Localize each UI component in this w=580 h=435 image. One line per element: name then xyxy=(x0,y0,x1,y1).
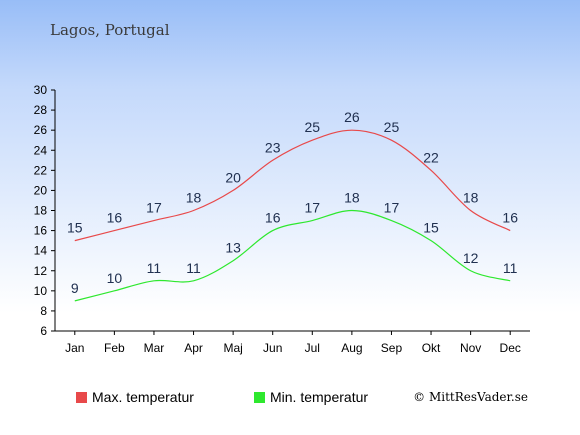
data-label-max: 25 xyxy=(384,119,400,135)
y-tick-label: 8 xyxy=(40,304,47,318)
y-tick-label: 30 xyxy=(34,83,48,97)
y-tick-label: 24 xyxy=(34,143,48,157)
data-label-max: 22 xyxy=(423,149,439,165)
data-label-min: 16 xyxy=(265,210,281,226)
data-label-max: 20 xyxy=(225,169,241,185)
series-lines xyxy=(74,129,511,302)
x-tick-label: Aug xyxy=(341,341,362,355)
y-tick-label: 22 xyxy=(34,163,48,177)
x-tick-label: Okt xyxy=(422,341,441,355)
data-label-max: 16 xyxy=(107,210,123,226)
legend-item-min: Min. temperatur xyxy=(254,389,368,405)
x-tick-label: Jan xyxy=(65,341,84,355)
data-label-max: 16 xyxy=(502,210,518,226)
data-label-min: 11 xyxy=(147,260,162,276)
x-tick-label: Jun xyxy=(263,341,282,355)
y-tick-label: 28 xyxy=(34,103,48,117)
x-tick-label: Feb xyxy=(104,341,125,355)
legend-label-min: Min. temperatur xyxy=(270,389,369,405)
y-tick-label: 14 xyxy=(34,244,48,258)
y-tick-label: 26 xyxy=(34,123,48,137)
data-label-max: 17 xyxy=(146,200,162,216)
data-label-min: 12 xyxy=(463,250,479,266)
x-tick-label: Apr xyxy=(184,341,203,355)
data-label-min: 17 xyxy=(384,200,400,216)
x-tick-label: Mar xyxy=(144,341,165,355)
series-line-min xyxy=(74,209,511,302)
legend-swatch-max xyxy=(76,391,87,403)
y-tick-label: 6 xyxy=(40,324,47,338)
data-label-min: 17 xyxy=(305,200,321,216)
x-tick-label: Nov xyxy=(460,341,481,355)
data-label-min: 13 xyxy=(225,240,241,256)
legend-item-max: Max. temperatur xyxy=(76,389,194,405)
data-label-max: 23 xyxy=(265,139,281,155)
chart-title: Lagos, Portugal xyxy=(50,21,170,39)
data-label-max: 26 xyxy=(344,109,360,125)
x-tick-label: Jul xyxy=(305,341,320,355)
x-tick-label: Sep xyxy=(381,341,403,355)
data-label-min: 11 xyxy=(503,260,518,276)
series-line-max xyxy=(74,129,511,242)
data-label-min: 18 xyxy=(344,190,360,206)
y-tick-label: 12 xyxy=(34,264,48,278)
legend-swatch-min xyxy=(254,391,265,403)
x-tick-label: Maj xyxy=(223,341,242,355)
y-tick-label: 18 xyxy=(34,204,48,218)
axes: 6 8 10 12 14 16 18 20 22 24 26 28 30 Jan Feb Mar Apr Maj J… xyxy=(34,83,530,355)
data-label-min: 11 xyxy=(186,260,201,276)
data-label-max: 25 xyxy=(305,119,321,135)
x-tick-label: Dec xyxy=(500,341,521,355)
data-label-max: 15 xyxy=(67,220,83,236)
data-labels: 15 16 17 18 20 23 25 26 25 22 18 16 9 10 11 11 13 16 17 18 1… xyxy=(67,109,518,296)
legend-label-max: Max. temperatur xyxy=(92,389,194,405)
credit-text: © MittResVader.se xyxy=(413,390,528,404)
data-label-min: 15 xyxy=(423,220,439,236)
y-tick-label: 20 xyxy=(34,183,48,197)
y-tick-label: 10 xyxy=(34,284,48,298)
data-label-max: 18 xyxy=(186,190,202,206)
data-label-min: 9 xyxy=(71,280,79,296)
data-label-min: 10 xyxy=(107,270,123,286)
data-label-max: 18 xyxy=(463,190,479,206)
y-tick-label: 16 xyxy=(34,224,48,238)
